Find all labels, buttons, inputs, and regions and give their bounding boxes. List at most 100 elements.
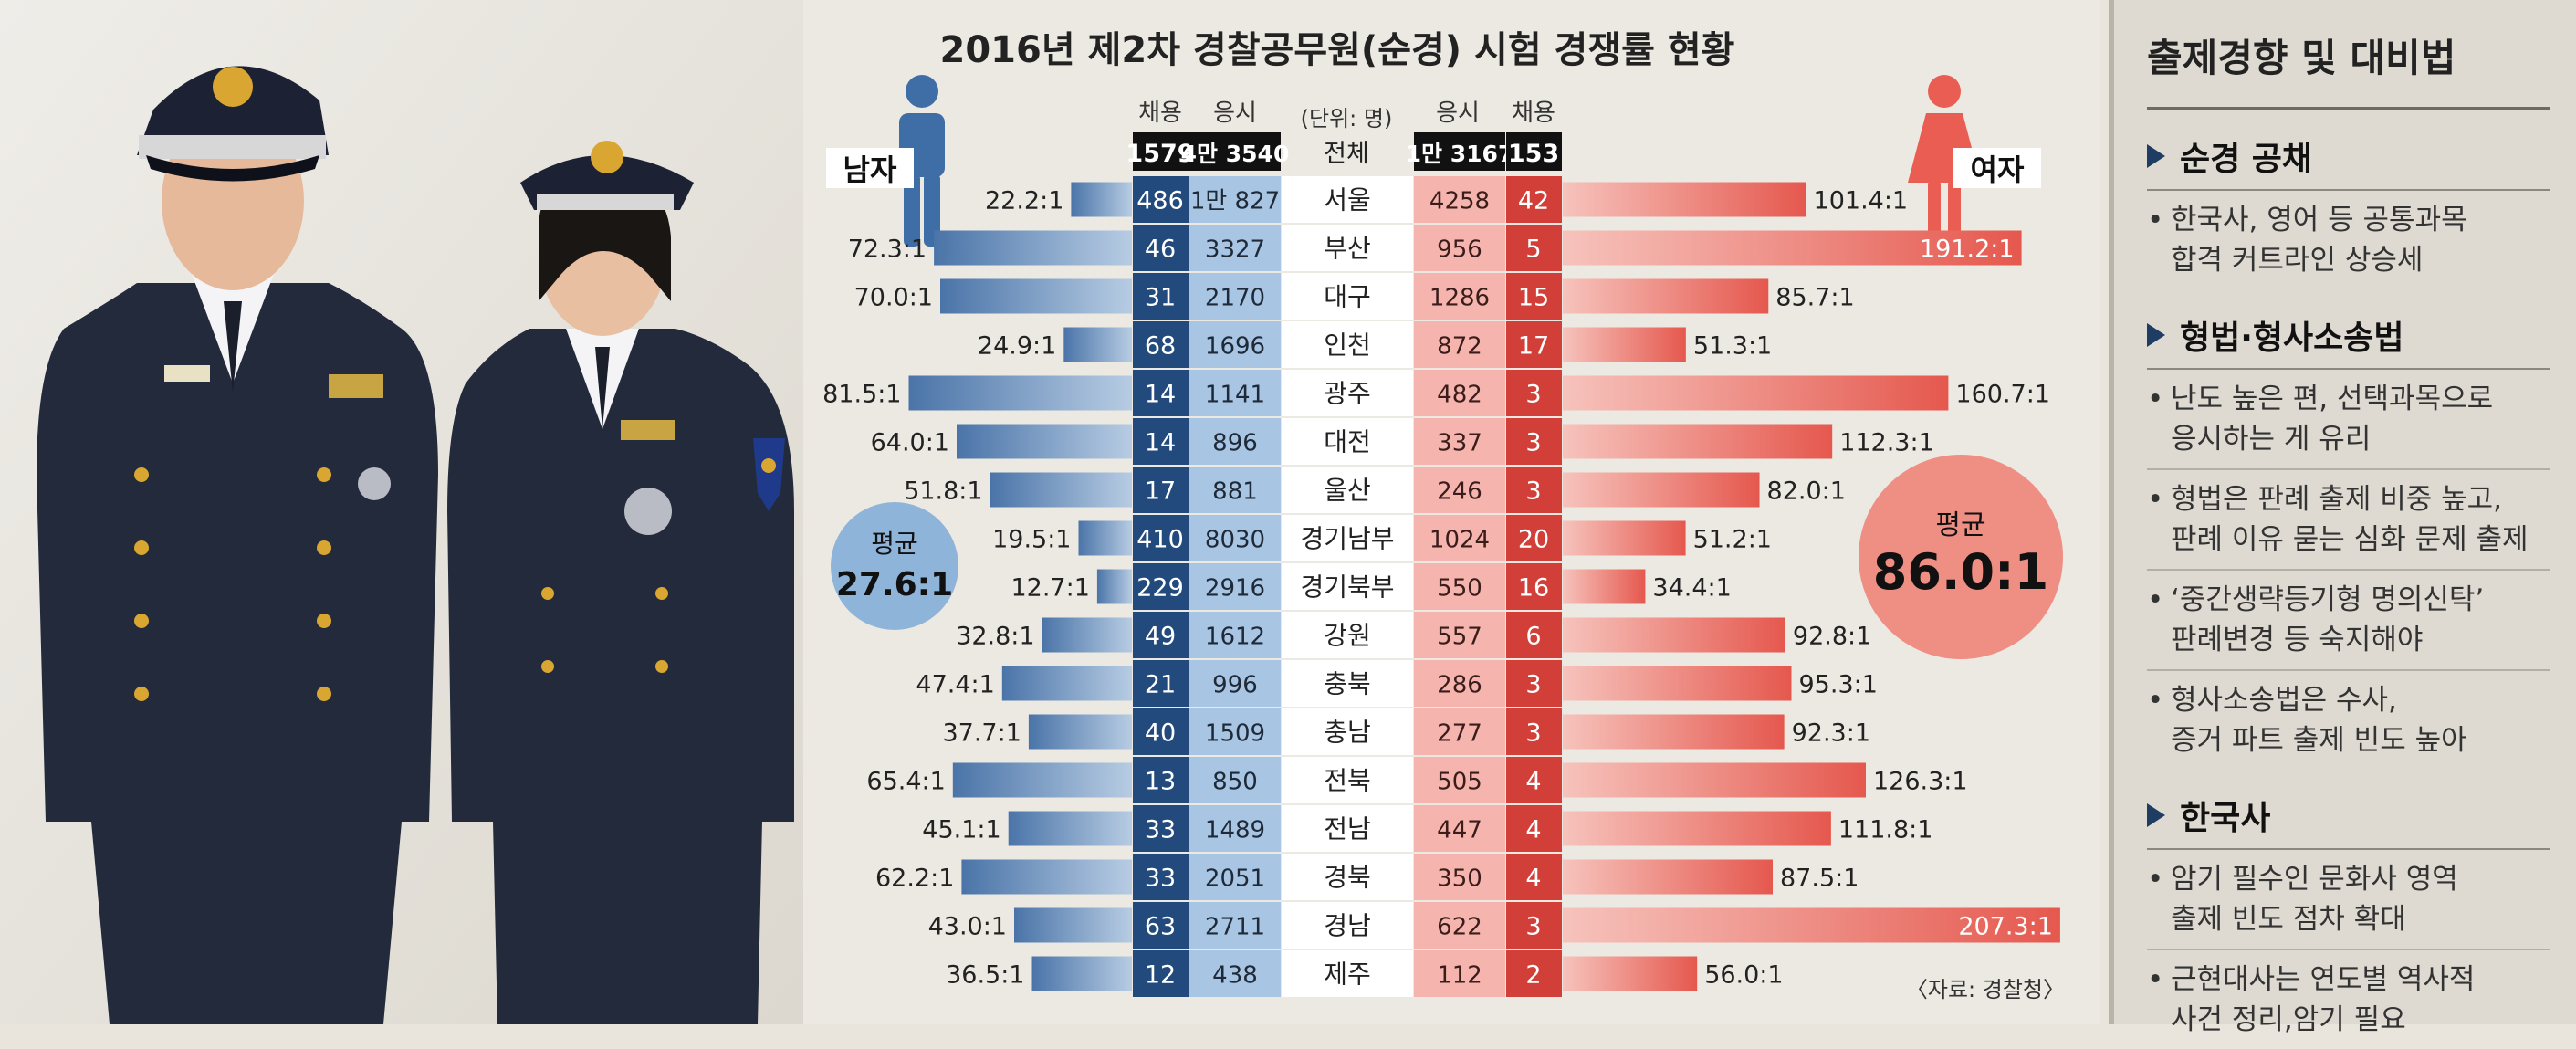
female-hire-cell [1506, 225, 1562, 271]
male-ratio-label: 64.0:1 [871, 429, 949, 457]
female-ratio-label: 95.3:1 [1799, 671, 1878, 699]
male-ratio-label: 70.0:1 [854, 284, 933, 312]
section-heading-text: 형법·형사소송법 [2180, 320, 2404, 357]
tip-item: • 형사소송법은 수사, 증거 파트 출제 빈도 높아 [2147, 671, 2550, 770]
female-ratio-label: 207.3:1 [1958, 913, 2053, 941]
male-apply-value: 1612 [1205, 624, 1265, 651]
region-cell [1282, 660, 1413, 707]
female-hire-cell [1506, 757, 1562, 803]
region-label: 강원 [1324, 621, 1371, 651]
male-hire-cell [1133, 854, 1189, 900]
section-criminal-law: 형법·형사소송법 • 난도 높은 편, 선택과목으로 응시하는 게 유리 • 형법은… [2147, 308, 2550, 770]
region-label: 서울 [1324, 185, 1371, 215]
female-ratio-bar [1563, 956, 1698, 991]
region-cell [1282, 757, 1413, 803]
region-label: 경기남부 [1300, 524, 1394, 554]
female-apply-cell [1414, 660, 1505, 707]
female-average-label: 평균 [1935, 509, 1985, 541]
region-cell [1282, 950, 1413, 997]
region-cell [1282, 563, 1413, 610]
male-ratio-label: 45.1:1 [922, 816, 1000, 844]
male-hire-cell [1133, 418, 1189, 465]
female-ratio-bar [1563, 375, 1949, 411]
male-apply-cell [1189, 273, 1281, 320]
region-label: 부산 [1324, 234, 1371, 264]
male-average-circle [831, 502, 958, 630]
triangle-marker-icon [2147, 803, 2165, 827]
male-ratio-bar [990, 472, 1132, 508]
male-ratio-label: 32.8:1 [956, 623, 1034, 651]
female-hire-cell [1506, 854, 1562, 900]
male-apply-cell [1189, 805, 1281, 852]
region-label: 충북 [1324, 669, 1371, 699]
total-male-hire-bg [1133, 132, 1189, 171]
female-hire-value: 20 [1518, 526, 1549, 554]
male-hire-cell [1133, 370, 1189, 416]
male-hire-value: 68 [1145, 332, 1176, 361]
female-hire-cell [1506, 660, 1562, 707]
female-ratio-label: 92.8:1 [1793, 623, 1871, 651]
competition-rate-chart: 2016년 제2차 경찰공무원(순경) 시험 경쟁률 현황 남자 여자 채용 응… [803, 0, 2100, 1024]
triangle-marker-icon [2147, 144, 2165, 168]
male-ratio-bar [1031, 956, 1132, 991]
male-hire-value: 13 [1145, 768, 1176, 796]
male-hire-value: 46 [1145, 236, 1176, 264]
female-ratio-label: 56.0:1 [1704, 961, 1783, 990]
male-apply-value: 996 [1212, 672, 1258, 699]
male-apply-cell [1189, 176, 1281, 223]
female-ratio-label: 126.3:1 [1873, 768, 1968, 796]
section-heading-text: 한국사 [2180, 800, 2271, 837]
female-ratio-label: 101.4:1 [1814, 187, 1909, 215]
female-hire-value: 42 [1518, 187, 1549, 215]
bullet-icon: • [2147, 383, 2164, 415]
section-rule [2147, 848, 2550, 850]
male-ratio-bar [961, 859, 1132, 895]
male-hire-cell [1133, 225, 1189, 271]
tip-item: • 암기 필수인 문화사 영역 출제 빈도 점차 확대 [2147, 850, 2550, 950]
bullet-icon: • [2147, 863, 2164, 896]
female-hire-value: 3 [1525, 913, 1541, 941]
region-cell [1282, 805, 1413, 852]
male-ratio-bar [1071, 182, 1132, 217]
female-apply-cell [1414, 950, 1505, 997]
section-korean-history: 한국사 • 암기 필수인 문화사 영역 출제 빈도 점차 확대 • 근현대사는 연도… [2147, 788, 2550, 1049]
female-apply-value: 350 [1437, 865, 1482, 893]
male-hire-cell [1133, 902, 1189, 949]
male-ratio-label: 22.2:1 [985, 187, 1063, 215]
female-hire-value: 4 [1525, 865, 1541, 893]
female-hire-value: 3 [1525, 477, 1541, 506]
male-ratio-bar [952, 762, 1132, 798]
triangle-marker-icon [2147, 323, 2165, 347]
bullet-icon: • [2147, 583, 2164, 616]
female-apply-value: 872 [1437, 333, 1482, 361]
female-ratio-bar [1563, 472, 1760, 508]
source-label: 〈자료: 경찰청〉 [1906, 977, 2065, 1002]
section-heading-text: 순경 공채 [2180, 141, 2313, 178]
male-apply-cell [1189, 321, 1281, 368]
female-hire-cell [1506, 273, 1562, 320]
police-officers-illustration [0, 0, 803, 1024]
male-hire-value: 410 [1136, 526, 1184, 554]
male-apply-value: 1141 [1205, 382, 1265, 409]
male-hire-value: 486 [1136, 187, 1184, 215]
total-female-hire: 153 [1508, 140, 1559, 168]
total-female-hire-bg [1506, 132, 1562, 171]
female-hire-value: 6 [1525, 623, 1541, 651]
male-apply-value: 881 [1212, 478, 1258, 506]
male-apply-cell [1189, 612, 1281, 658]
male-ratio-bar [1001, 666, 1132, 701]
male-officer-figure [37, 66, 438, 1024]
female-hire-value: 15 [1518, 284, 1549, 312]
section-rule [2147, 368, 2550, 370]
female-hire-cell [1506, 418, 1562, 465]
male-ratio-bar [1028, 714, 1132, 750]
female-apply-value: 447 [1437, 817, 1482, 844]
female-apply-cell [1414, 225, 1505, 271]
female-hire-value: 3 [1525, 719, 1541, 748]
male-apply-value: 896 [1212, 430, 1258, 457]
region-cell [1282, 515, 1413, 561]
region-cell [1282, 321, 1413, 368]
male-apply-value: 3327 [1205, 236, 1265, 264]
male-ratio-label: 12.7:1 [1011, 574, 1089, 603]
